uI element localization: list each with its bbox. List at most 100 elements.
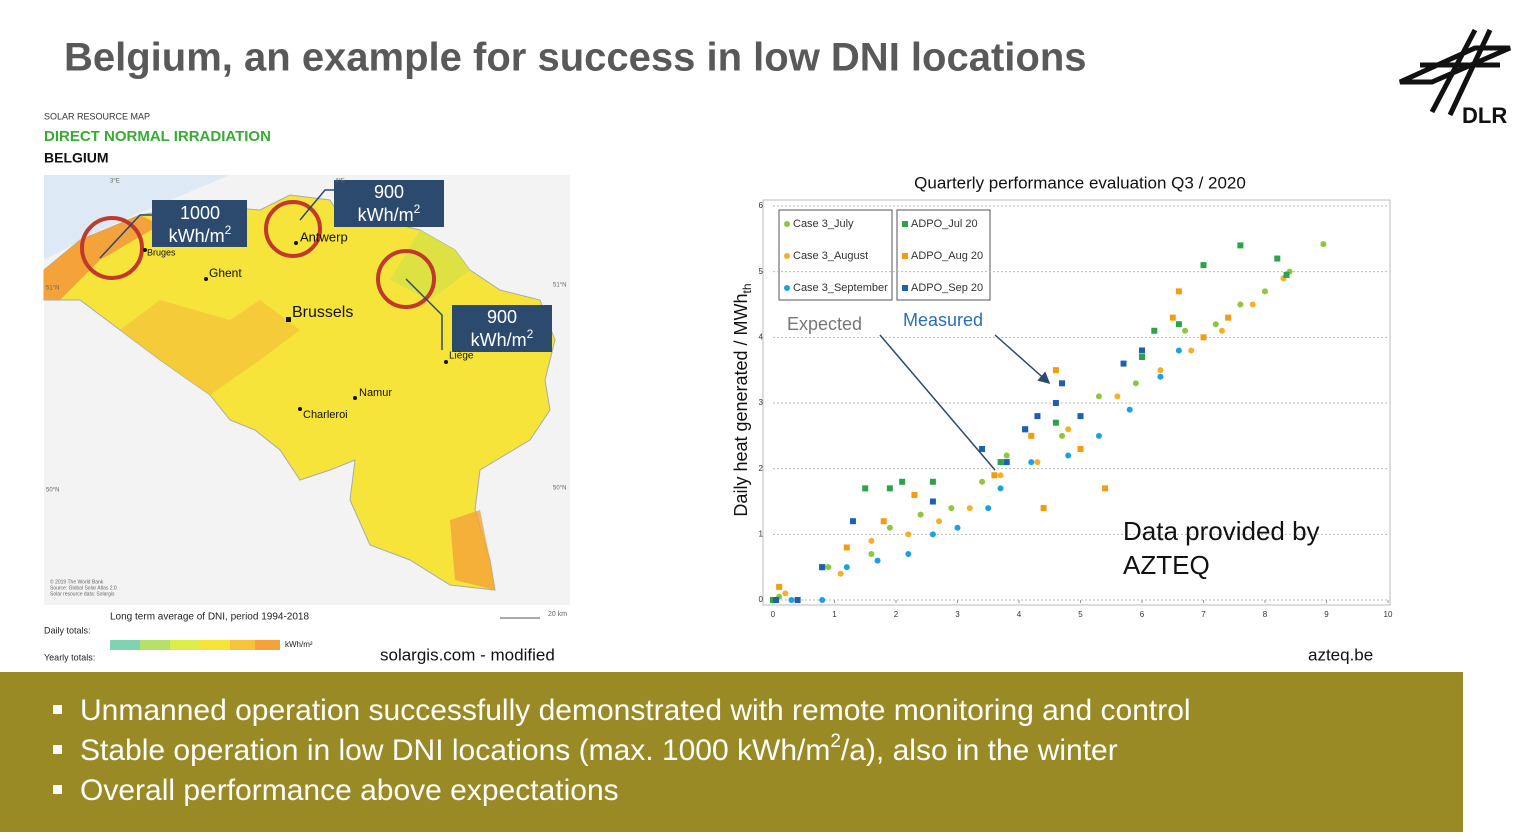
annotation: Measured: [903, 310, 983, 330]
x-tick-label: 10: [1384, 610, 1393, 619]
point: [911, 491, 918, 498]
bullet-icon: [53, 745, 62, 754]
point: [917, 511, 924, 518]
point: [1114, 393, 1121, 400]
point: [1003, 459, 1010, 466]
text: Overall performance above expectations: [80, 774, 619, 807]
legend-label: Yearly totals:: [44, 652, 95, 662]
coord: 51°N: [46, 286, 59, 292]
point: [979, 478, 986, 485]
point: [905, 551, 912, 558]
legend-marker: [902, 253, 908, 259]
callout-unit: kWh/m2: [358, 202, 421, 225]
point: [1132, 380, 1139, 387]
point: [1200, 262, 1207, 269]
x-tick-label: 3: [955, 610, 960, 619]
point: [819, 597, 826, 603]
point: [1034, 459, 1041, 466]
map-country: BELGIUM: [44, 150, 109, 166]
point: [770, 597, 776, 603]
chart-title: Quarterly performance evaluation Q3 / 20…: [914, 173, 1246, 192]
map-heading: DIRECT NORMAL IRRADIATION: [44, 128, 271, 145]
annotation: Expected: [787, 314, 862, 334]
legend-title: Long term average of DNI, period 1994-20…: [110, 612, 309, 623]
map: [43, 175, 570, 619]
point: [1120, 360, 1127, 367]
sup: 2: [527, 327, 534, 341]
y-tick-label: 1: [759, 529, 764, 538]
city: Ghent: [209, 266, 242, 280]
legend-box: [778, 209, 893, 301]
city: Liège: [449, 351, 474, 362]
point: [886, 485, 893, 492]
sub: th: [740, 283, 754, 293]
point: [788, 597, 795, 603]
point: [936, 518, 943, 525]
text: /a), also in the winter: [841, 734, 1118, 767]
point: [997, 485, 1004, 492]
legend-label: ADPO_Jul 20: [911, 218, 978, 230]
sup: 2: [225, 223, 232, 237]
bullet-icon: [53, 705, 62, 714]
point: [1157, 373, 1164, 380]
point: [1077, 413, 1084, 420]
legend-marker: [784, 253, 790, 259]
point: [819, 564, 826, 571]
x-tick-label: 4: [1017, 610, 1022, 619]
point: [1040, 505, 1047, 512]
point: [843, 544, 850, 551]
point: [1003, 452, 1010, 459]
bullet: Unmanned operation successfully demonstr…: [80, 694, 1191, 727]
legend-marker: [902, 221, 908, 227]
point: [1218, 327, 1225, 334]
city: Bruges: [147, 247, 176, 257]
credit: Solar resource data: Solargis: [50, 591, 115, 597]
point: [1200, 334, 1207, 341]
point: [794, 597, 801, 603]
coord: 51°N: [553, 283, 566, 289]
point: [991, 472, 998, 479]
chart-frame: [762, 199, 1391, 606]
note: Data provided by: [1123, 516, 1320, 546]
chart-source: azteq.be: [1308, 645, 1373, 664]
point: [948, 505, 955, 512]
point: [1320, 241, 1327, 248]
bullet-band: [0, 672, 1463, 832]
point: [849, 518, 856, 525]
point: [1225, 314, 1232, 321]
text: Stable operation in low DNI locations (m…: [80, 734, 830, 767]
y-tick-label: 5: [759, 267, 764, 276]
legend-label: Case 3_August: [793, 250, 868, 262]
point: [1034, 413, 1041, 420]
text: Unmanned operation successfully demonstr…: [80, 694, 1191, 727]
map-source: solargis.com - modified: [380, 645, 555, 664]
point: [1175, 288, 1182, 295]
sup: 2: [414, 202, 421, 216]
y-axis-label: Daily heat generated / MWhth: [731, 283, 754, 516]
point: [776, 583, 783, 590]
legend-label: ADPO_Sep 20: [911, 282, 983, 294]
point: [997, 472, 1004, 479]
coord: 50°N: [553, 486, 566, 492]
legend-label: ADPO_Aug 20: [911, 250, 983, 262]
x-tick-label: 6: [1140, 610, 1145, 619]
city: Charleroi: [303, 409, 348, 421]
callout-value: 900: [374, 182, 404, 202]
label: Daily heat generated / MWh: [731, 293, 751, 516]
point: [1095, 393, 1102, 400]
point: [1052, 400, 1059, 406]
logo-text: DLR: [1462, 103, 1507, 128]
bullet-icon: [53, 785, 62, 794]
legend-marker: [784, 285, 790, 291]
city: Brussels: [292, 304, 353, 321]
note: AZTEQ: [1123, 550, 1210, 580]
city: Namur: [359, 387, 392, 399]
legend-label: Daily totals:: [44, 625, 91, 635]
credit: Source: Global Solar Atlas 2.0: [50, 585, 117, 591]
point: [862, 485, 869, 492]
callout-unit: kWh/m2: [471, 327, 534, 350]
point: [929, 531, 936, 538]
point: [1237, 301, 1244, 308]
point: [1059, 380, 1066, 387]
point: [929, 498, 936, 505]
